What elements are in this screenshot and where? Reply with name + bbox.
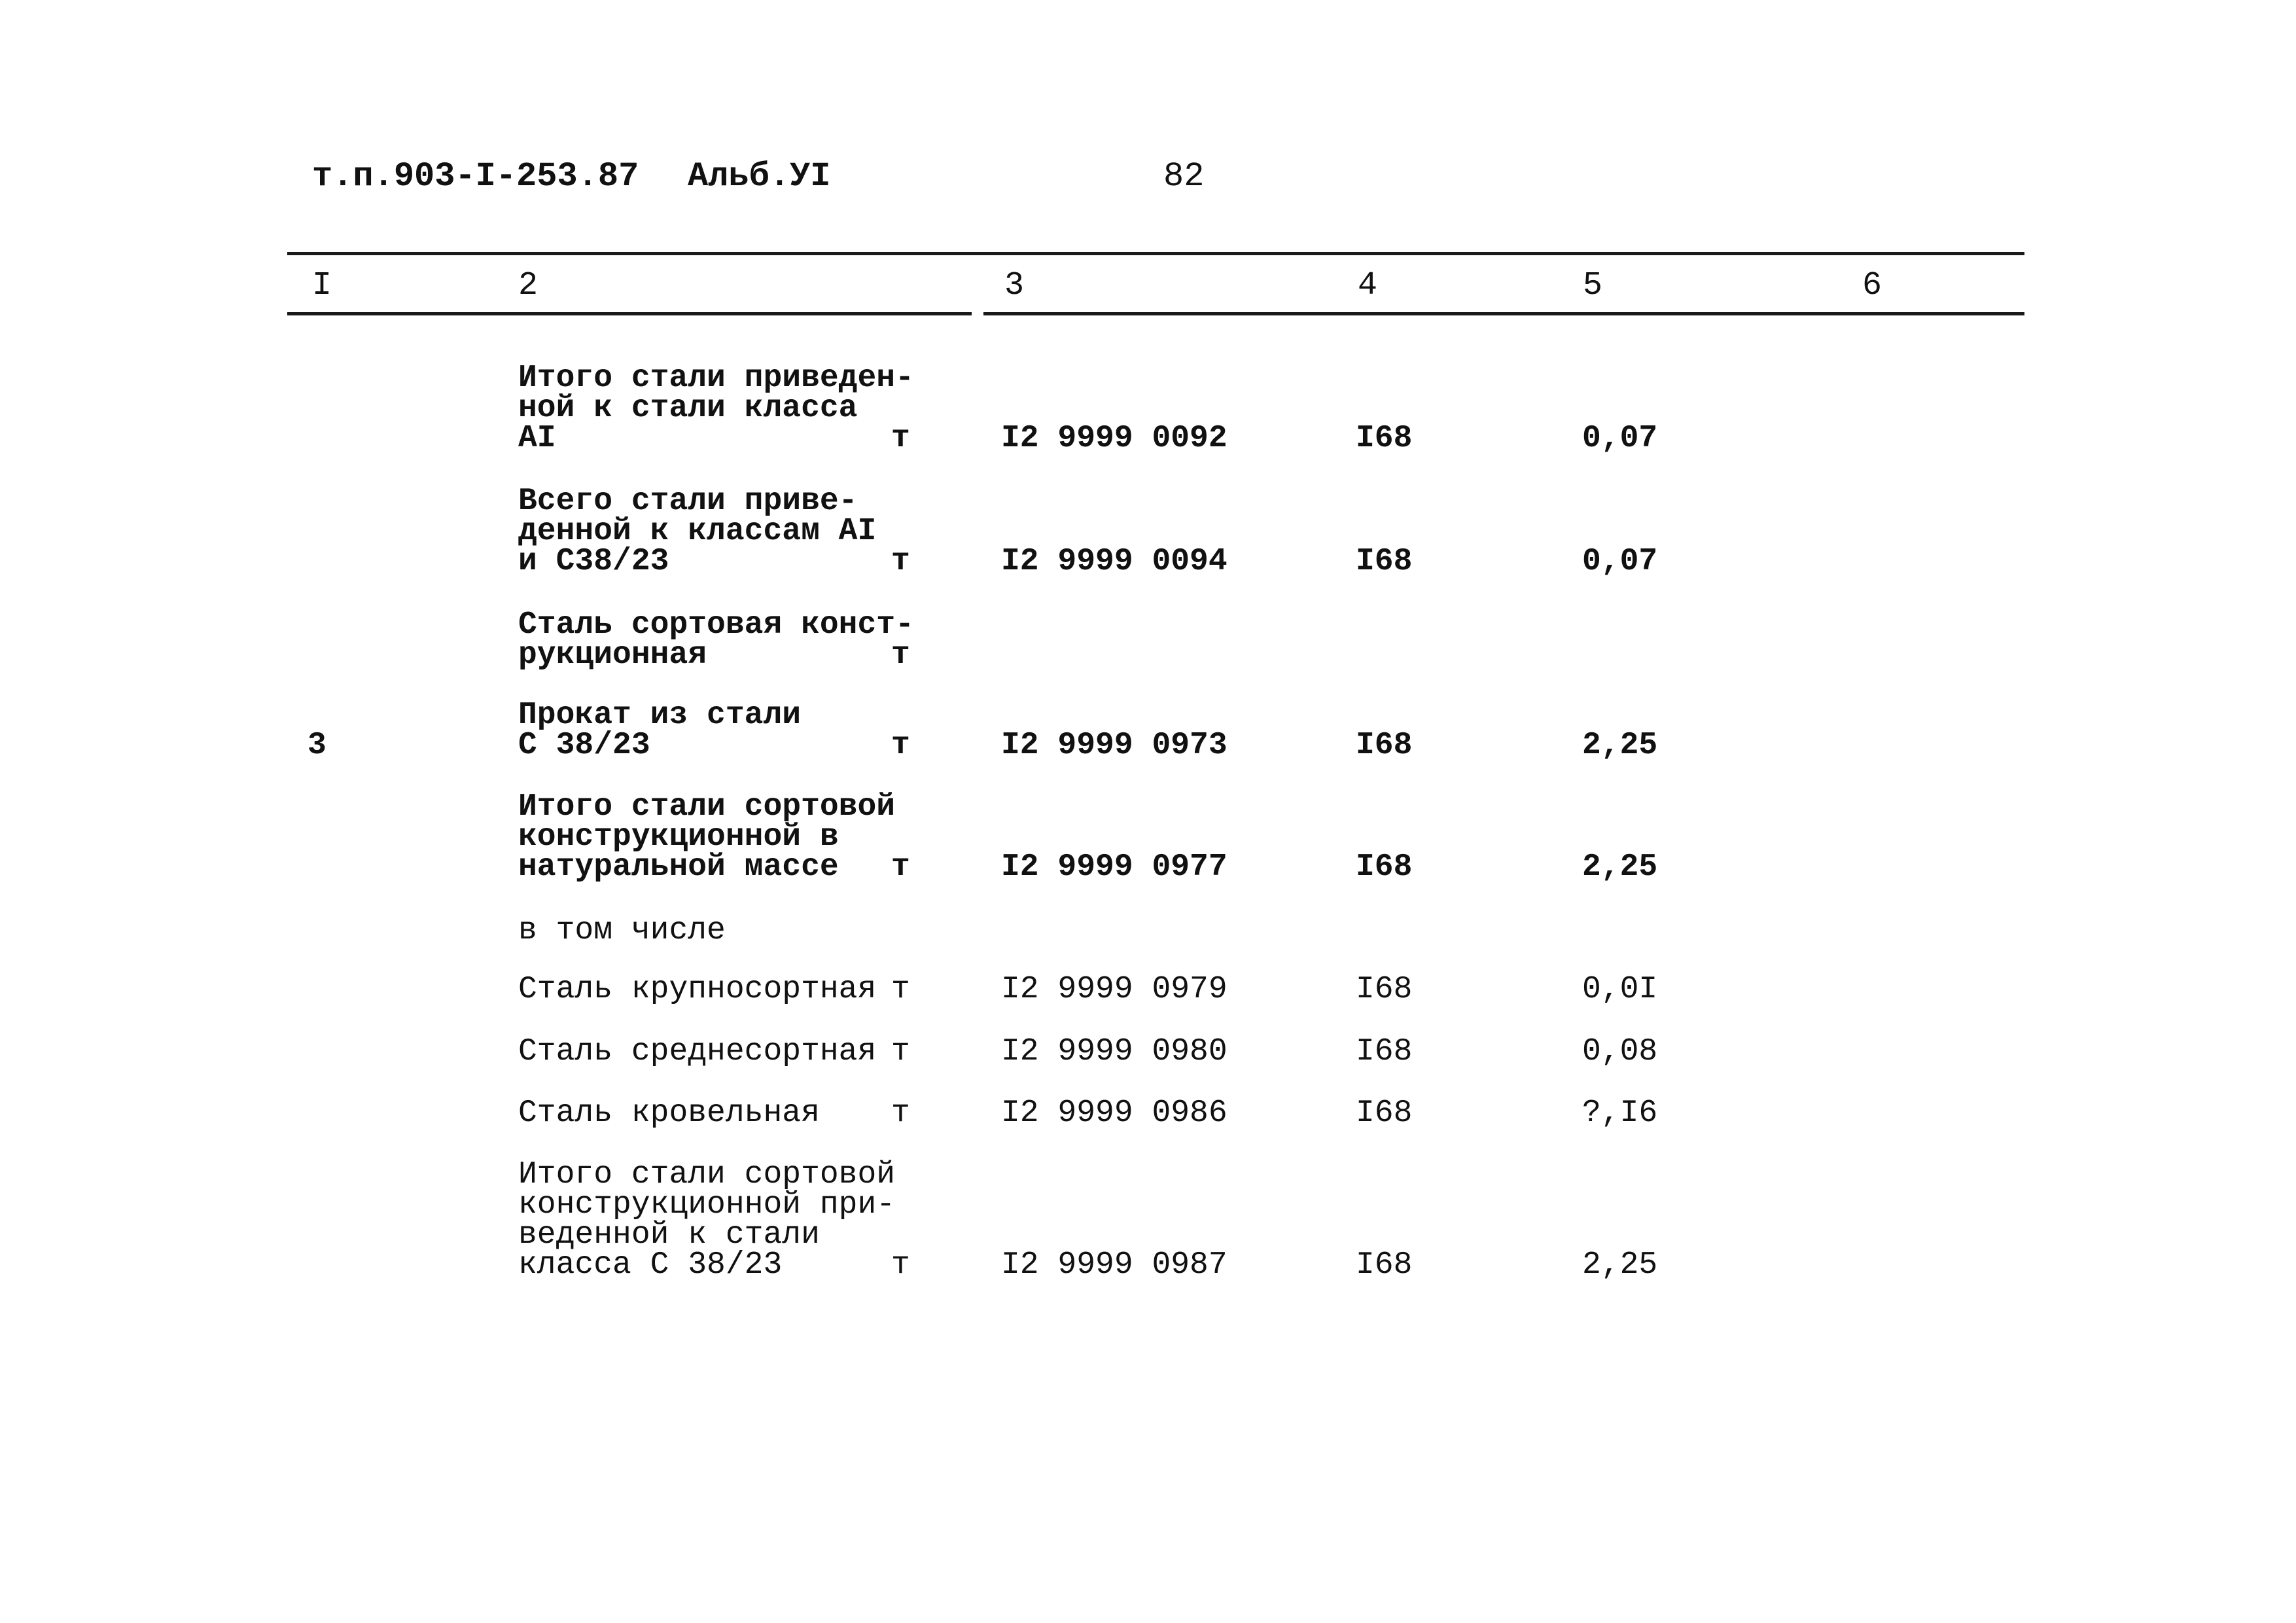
unit: т <box>891 972 910 1007</box>
item-name-line: класса С 38/23 <box>518 1247 783 1283</box>
row-number: 3 <box>308 728 327 763</box>
column-header-4: 4 <box>1358 267 1378 304</box>
item-code: I2 9999 0979 <box>1001 972 1227 1007</box>
column-4-value: I68 <box>1356 1247 1413 1283</box>
column-4-value: I68 <box>1356 849 1413 885</box>
quantity-value: 0,07 <box>1582 421 1658 456</box>
quantity-value: 2,25 <box>1582 849 1658 885</box>
table-row: Всего стали приве-денной к классам AI и С… <box>0 486 2296 577</box>
table-row: Сталь крупносортная т I2 9999 0979 I68 0,0I <box>0 974 2296 1005</box>
unit: т <box>891 637 910 673</box>
item-code: I2 9999 0980 <box>1001 1034 1227 1069</box>
item-code: I2 9999 0977 <box>1001 849 1227 885</box>
item-name: Сталь сортовая конст-рукционная <box>518 607 914 673</box>
item-name-line: Сталь сортовая конст- <box>518 607 914 643</box>
table-row: Сталь сортовая конст-рукционная т <box>0 607 2296 673</box>
item-name-line: Итого стали сортовой <box>518 1157 896 1192</box>
column-header-2: 2 <box>518 267 539 304</box>
item-name-line: конструкционной при- <box>518 1187 896 1222</box>
document-code: т.п.903-I-253.87 <box>312 157 639 196</box>
item-name-line: веденной к стали <box>518 1217 820 1253</box>
unit: т <box>891 849 910 885</box>
column-header-5: 5 <box>1583 267 1603 304</box>
table-row: Итого стали приведен-ной к стали класса A… <box>0 363 2296 454</box>
album-label: Альб.УI <box>688 157 831 196</box>
item-name-line: Итого стали сортовой <box>518 789 896 825</box>
quantity-value: 0,07 <box>1582 544 1658 579</box>
table-row: Сталь кровельная т I2 9999 0986 I68 ?,I6 <box>0 1096 2296 1131</box>
column-header-6: 6 <box>1862 267 1882 304</box>
quantity-value: 2,25 <box>1582 1247 1658 1283</box>
quantity-value: 2,25 <box>1582 728 1658 763</box>
item-name-line: Прокат из стали <box>518 698 802 733</box>
table-row: Итого стали сортовой конструкционной при-… <box>0 1157 2296 1283</box>
item-code: I2 9999 0987 <box>1001 1247 1227 1283</box>
column-4-value: I68 <box>1356 544 1413 579</box>
table-row: Итого стали сортовой конструкционной в нат… <box>0 789 2296 885</box>
quantity-value: 0,08 <box>1582 1034 1658 1069</box>
unit: т <box>891 1096 910 1131</box>
column-4-value: I68 <box>1356 1096 1413 1131</box>
item-code: I2 9999 0973 <box>1001 728 1227 763</box>
item-name: Прокат из стали С 38/23 <box>518 698 802 763</box>
column-4-value: I68 <box>1356 421 1413 456</box>
column-4-value: I68 <box>1356 728 1413 763</box>
table-row: Сталь среднесортная т I2 9999 0980 I68 0,08 <box>0 1034 2296 1069</box>
item-name: Итого стали приведен-ной к стали класса A… <box>518 363 914 454</box>
item-name-line: рукционная <box>518 637 707 673</box>
unit: т <box>891 728 910 763</box>
table-row: в том числе <box>0 913 2296 948</box>
item-name-line: AI <box>518 421 556 456</box>
unit: т <box>891 421 910 456</box>
column-header-1: I <box>312 267 332 304</box>
item-name: Всего стали приве-денной к классам AI и С… <box>518 486 876 577</box>
item-name: Сталь крупносортная <box>518 974 876 1005</box>
item-name-line: ной к стали класса <box>518 391 858 426</box>
item-name-line: Сталь среднесортная <box>518 1034 877 1069</box>
item-name-line: Итого стали приведен- <box>518 361 914 396</box>
item-name-line: Сталь кровельная <box>518 1096 820 1131</box>
column-4-value: I68 <box>1356 972 1413 1007</box>
item-name-line: конструкционной в <box>518 819 839 855</box>
column-4-value: I68 <box>1356 1034 1413 1069</box>
unit: т <box>891 544 910 579</box>
page-number: 82 <box>1163 157 1205 196</box>
item-name: Сталь кровельная <box>518 1096 820 1131</box>
item-name: Итого стали сортовой конструкционной при-… <box>518 1157 896 1283</box>
item-name-line: натуральной массе <box>518 849 839 885</box>
table-header-rule-right <box>983 312 2024 315</box>
item-name: Сталь среднесортная <box>518 1034 877 1069</box>
item-name-line: и С38/23 <box>518 544 669 579</box>
item-code: I2 9999 0094 <box>1001 544 1227 579</box>
quantity-value: ?,I6 <box>1582 1096 1658 1131</box>
table-header-rule-left <box>287 312 972 315</box>
unit: т <box>891 1034 910 1069</box>
column-header-3: 3 <box>1004 267 1025 304</box>
item-name-line: денной к классам AI <box>518 514 877 549</box>
item-name: Итого стали сортовой конструкционной в нат… <box>518 789 896 885</box>
table-top-rule <box>287 252 2024 255</box>
item-name: в том числе <box>518 913 726 948</box>
quantity-value: 0,0I <box>1582 972 1658 1007</box>
item-name-line: Сталь крупносортная <box>518 972 877 1007</box>
item-name-line: в том числе <box>518 913 726 948</box>
table-row: 3 Прокат из стали С 38/23 т I2 9999 0973 I68 2… <box>0 698 2296 763</box>
item-code: I2 9999 0986 <box>1001 1096 1227 1131</box>
unit: т <box>891 1247 910 1283</box>
item-name-line: С 38/23 <box>518 728 650 763</box>
item-code: I2 9999 0092 <box>1001 421 1227 456</box>
item-name-line: Всего стали приве- <box>518 484 858 519</box>
